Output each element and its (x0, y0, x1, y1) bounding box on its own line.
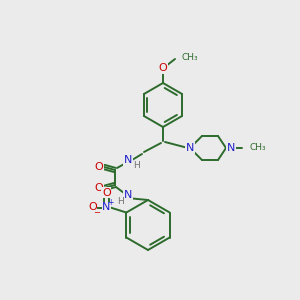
Text: N: N (102, 202, 110, 212)
Text: H: H (117, 197, 123, 206)
Text: N: N (124, 155, 132, 165)
Text: O: O (88, 202, 97, 212)
Text: O: O (94, 183, 103, 193)
Text: +: + (107, 198, 113, 207)
Text: CH₃: CH₃ (249, 143, 266, 152)
Text: H: H (133, 161, 140, 170)
Text: N: N (124, 190, 132, 200)
Text: −: − (93, 208, 100, 217)
Text: CH₃: CH₃ (182, 53, 199, 62)
Text: N: N (227, 143, 236, 153)
Text: N: N (186, 143, 194, 153)
Text: O: O (94, 162, 103, 172)
Text: O: O (102, 188, 111, 197)
Text: O: O (159, 63, 167, 73)
